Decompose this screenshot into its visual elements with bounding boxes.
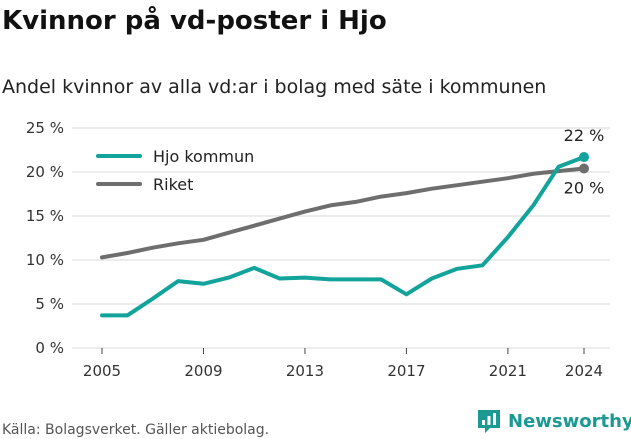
y-tick-label: 0 % (35, 339, 64, 357)
line-chart: 0 %5 %10 %15 %20 %25 % 2005 2009 2013 2017 2… (26, 119, 610, 380)
x-tick-label: 2013 (286, 362, 324, 380)
series-end-point (579, 152, 589, 163)
chart-subtitle: Andel kvinnor av alla vd:ar i bolag med … (2, 76, 547, 98)
series-line-hjo (100, 155, 586, 318)
legend-label: Hjo kommun (153, 147, 254, 166)
y-tick-label: 25 % (26, 119, 64, 137)
legend: Hjo kommun Riket (96, 147, 254, 194)
brand-logo: Newsworthy (476, 408, 631, 434)
x-tick-label: 2009 (184, 362, 222, 380)
brand-name: Newsworthy (508, 410, 631, 432)
series-end-point (579, 163, 589, 174)
end-value-label: 20 % (564, 178, 605, 197)
legend-label: Riket (153, 175, 193, 194)
end-value-label: 22 % (564, 126, 605, 145)
x-axis-ticks: 2005 2009 2013 2017 2021 2024 (83, 348, 603, 380)
x-tick-label: 2005 (83, 362, 121, 380)
gridlines (72, 127, 610, 349)
source-note: Källa: Bolagsverket. Gäller aktiebolag. (2, 422, 270, 438)
y-tick-label: 5 % (35, 295, 64, 313)
chart-title: Kvinnor på vd-poster i Hjo (2, 6, 387, 36)
x-tick-label: 2024 (565, 362, 603, 380)
y-tick-label: 20 % (26, 163, 64, 181)
x-tick-label: 2017 (387, 362, 425, 380)
y-tick-label: 15 % (26, 207, 64, 225)
y-axis-ticks: 0 % 5 % 10 % 15 % 20 % 25 % (26, 119, 64, 357)
series-line-riket (100, 166, 586, 260)
newsworthy-logo-icon (478, 410, 500, 433)
x-tick-label: 2021 (489, 362, 527, 380)
y-tick-label: 10 % (26, 251, 64, 269)
series-lines: 22 % 20 % (100, 126, 605, 318)
